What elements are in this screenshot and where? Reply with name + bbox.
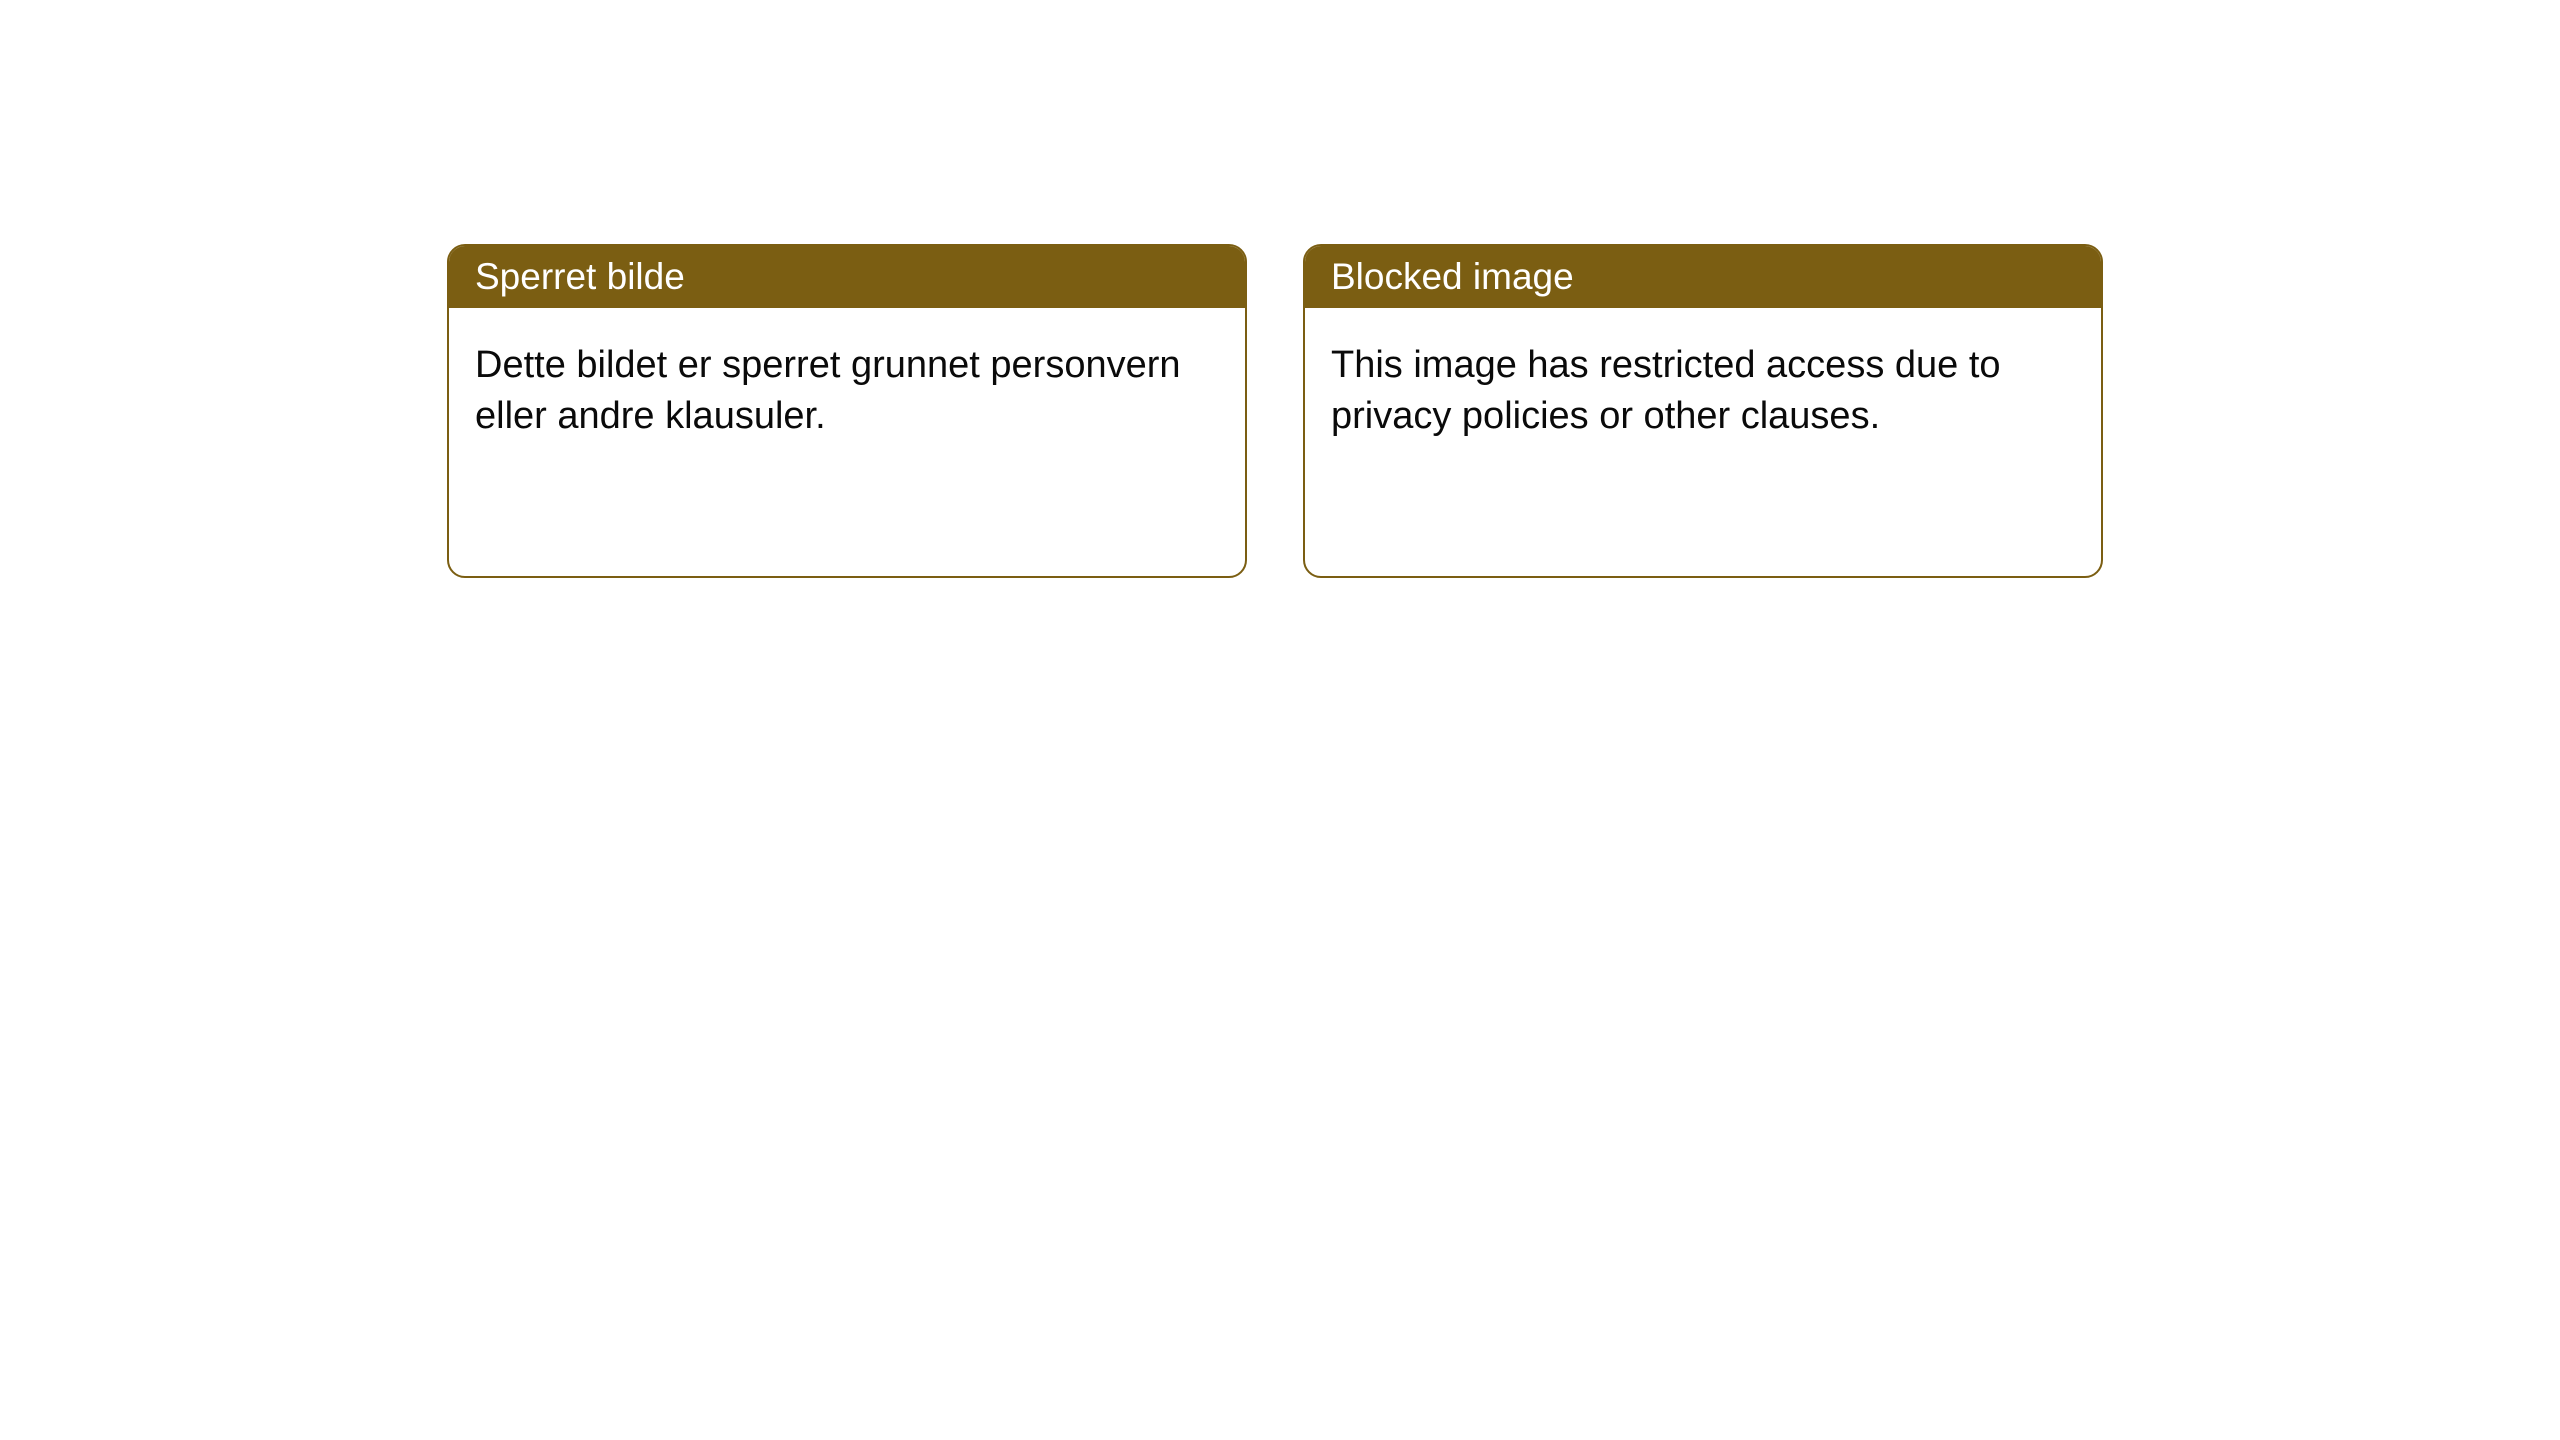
card-message: Dette bildet er sperret grunnet personve… [475,344,1181,437]
card-header: Sperret bilde [449,246,1245,308]
card-body: Dette bildet er sperret grunnet personve… [449,308,1245,475]
card-message: This image has restricted access due to … [1331,344,2001,437]
blocked-image-card-no: Sperret bilde Dette bildet er sperret gr… [447,244,1247,578]
card-title: Sperret bilde [475,256,685,297]
cards-container: Sperret bilde Dette bildet er sperret gr… [0,0,2560,578]
card-body: This image has restricted access due to … [1305,308,2101,475]
card-header: Blocked image [1305,246,2101,308]
card-title: Blocked image [1331,256,1574,297]
blocked-image-card-en: Blocked image This image has restricted … [1303,244,2103,578]
